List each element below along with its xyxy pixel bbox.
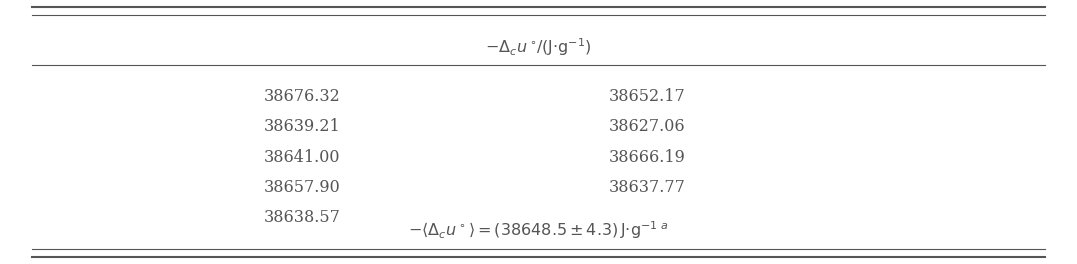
Text: 38657.90: 38657.90 — [264, 179, 340, 196]
Text: 38627.06: 38627.06 — [609, 118, 685, 135]
Text: 38666.19: 38666.19 — [609, 149, 685, 166]
Text: $-\langle\Delta_c u^\circ\rangle = (38648.5 \pm 4.3)\,\mathrm{J{\cdot}g^{-1}}\,^: $-\langle\Delta_c u^\circ\rangle = (3864… — [408, 219, 669, 241]
Text: 38676.32: 38676.32 — [264, 88, 340, 105]
Text: 38652.17: 38652.17 — [609, 88, 685, 105]
Text: $-\Delta_c u^\circ\!/(\mathrm{J{\cdot}g^{-1}})$: $-\Delta_c u^\circ\!/(\mathrm{J{\cdot}g^… — [485, 37, 592, 58]
Text: 38638.57: 38638.57 — [264, 209, 340, 226]
Text: 38641.00: 38641.00 — [264, 149, 340, 166]
Text: 38637.77: 38637.77 — [609, 179, 685, 196]
Text: 38639.21: 38639.21 — [264, 118, 340, 135]
